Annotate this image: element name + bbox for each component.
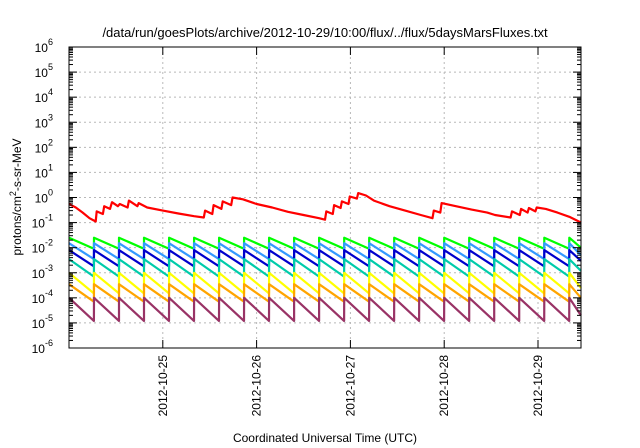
series-line-3 — [68, 242, 582, 261]
y-tick-base: 10 — [35, 116, 49, 130]
y-tick-base: 10 — [32, 217, 46, 231]
y-tick-exponent: 3 — [48, 112, 53, 122]
y-tick-label: 10-1 — [32, 213, 53, 231]
y-tick-label: 10-4 — [32, 288, 53, 306]
y-tick-base: 10 — [32, 292, 46, 306]
y-tick-exponent: 5 — [48, 62, 53, 72]
data-series — [68, 192, 582, 322]
series-line-8 — [68, 296, 582, 322]
y-tick-label: 103 — [35, 112, 53, 130]
y-tick-label: 100 — [35, 188, 53, 206]
y-tick-label: 10-3 — [32, 263, 53, 281]
y-tick-exponent: -5 — [45, 313, 53, 323]
y-tick-base: 10 — [35, 41, 49, 55]
x-tick-label: 2012-10-26 — [250, 355, 264, 417]
x-axis-label: Coordinated Universal Time (UTC) — [233, 431, 417, 445]
y-tick-base: 10 — [32, 267, 46, 281]
y-tick-base: 10 — [32, 242, 46, 256]
y-tick-exponent: 0 — [48, 188, 53, 198]
y-tick-exponent: 2 — [48, 137, 53, 147]
y-tick-base: 10 — [35, 192, 49, 206]
y-tick-exponent: -3 — [45, 263, 53, 273]
y-tick-label: 10-2 — [32, 238, 53, 256]
y-tick-label: 102 — [35, 137, 53, 155]
chart-title: /data/run/goesPlots/archive/2012-10-29/1… — [102, 25, 548, 40]
y-tick-label: 10-5 — [32, 313, 53, 331]
y-tick-label: 10-6 — [32, 338, 53, 356]
y-tick-label: 105 — [35, 62, 53, 80]
y-tick-label: 106 — [35, 37, 53, 55]
y-tick-label: 101 — [35, 162, 53, 180]
y-axis-label-sup: 2 — [8, 191, 18, 196]
y-tick-exponent: 6 — [48, 37, 53, 47]
grid-lines — [69, 47, 581, 348]
axis-ticks — [69, 46, 581, 349]
y-tick-base: 10 — [35, 91, 49, 105]
y-tick-base: 10 — [35, 141, 49, 155]
y-axis-label-main: protons/cm — [10, 196, 24, 255]
series-line-7 — [68, 283, 582, 303]
series-line-4 — [68, 249, 582, 268]
x-tick-label: 2012-10-27 — [343, 355, 357, 417]
y-tick-labels: 10-610-510-410-310-210-11001011021031041… — [32, 37, 53, 356]
x-tick-label: 2012-10-25 — [156, 355, 170, 417]
x-tick-labels: 2012-10-25 2012-10-26 2012-10-27 2012-10-28… — [156, 355, 545, 417]
series-line-6 — [68, 271, 582, 295]
y-tick-base: 10 — [32, 342, 46, 356]
series-line-1 — [68, 192, 582, 224]
y-tick-base: 10 — [35, 66, 49, 80]
y-tick-base: 10 — [35, 166, 49, 180]
y-axis-label-rest: -s-sr-MeV — [10, 138, 24, 191]
y-tick-exponent: -1 — [45, 213, 53, 223]
y-tick-exponent: -4 — [45, 288, 53, 298]
y-tick-base: 10 — [32, 317, 46, 331]
y-tick-exponent: -6 — [45, 338, 53, 348]
plot-area — [68, 46, 582, 349]
series-line-2 — [68, 236, 582, 250]
y-tick-exponent: 4 — [48, 87, 53, 97]
x-tick-label: 2012-10-29 — [531, 355, 545, 417]
y-axis-label: protons/cm2-s-sr-MeV — [8, 138, 24, 255]
x-tick-label: 2012-10-28 — [437, 355, 451, 417]
y-tick-exponent: -2 — [45, 238, 53, 248]
y-tick-exponent: 1 — [48, 162, 53, 172]
y-tick-label: 104 — [35, 87, 53, 105]
series-line-5 — [68, 258, 582, 278]
